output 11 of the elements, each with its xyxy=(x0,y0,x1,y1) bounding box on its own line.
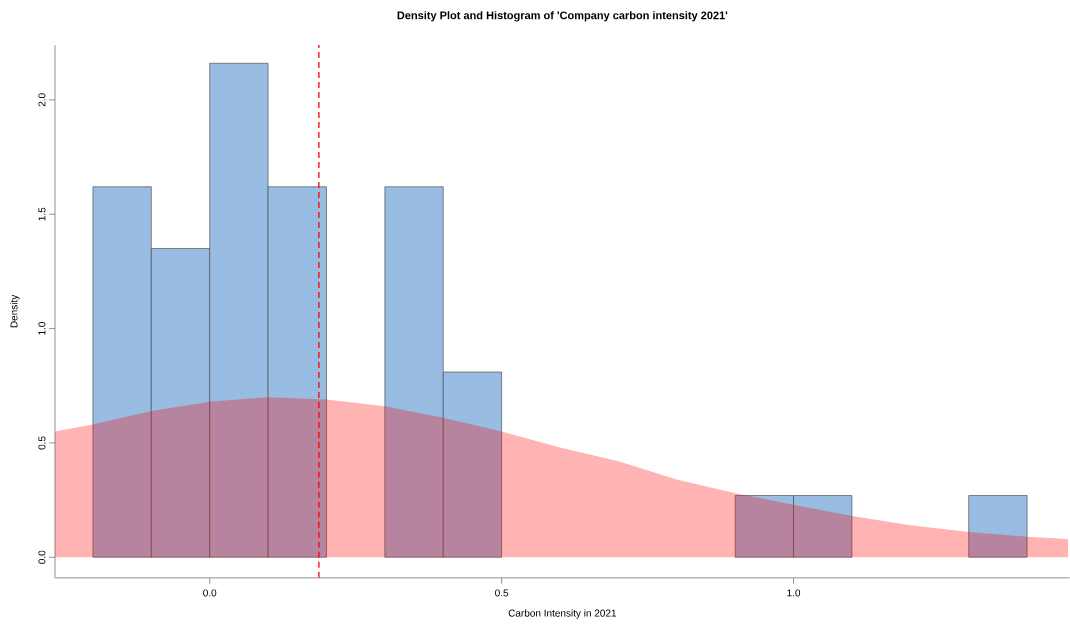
x-tick-label: 1.0 xyxy=(787,589,801,597)
x-tick-label: 0.0 xyxy=(203,589,217,597)
y-axis-title: Density xyxy=(10,294,20,328)
y-tick-label: 1.5 xyxy=(38,207,46,221)
chart-title: Density Plot and Histogram of 'Company carbon intensity 2021' xyxy=(397,11,728,22)
x-axis-title: Carbon Intensity in 2021 xyxy=(508,609,617,619)
y-tick-label: 0.5 xyxy=(38,436,46,450)
y-tick-label: 0.0 xyxy=(38,550,46,564)
x-tick-label: 0.5 xyxy=(495,589,509,597)
y-tick-label: 1.0 xyxy=(38,322,46,335)
y-tick-label: 2.0 xyxy=(38,93,46,107)
